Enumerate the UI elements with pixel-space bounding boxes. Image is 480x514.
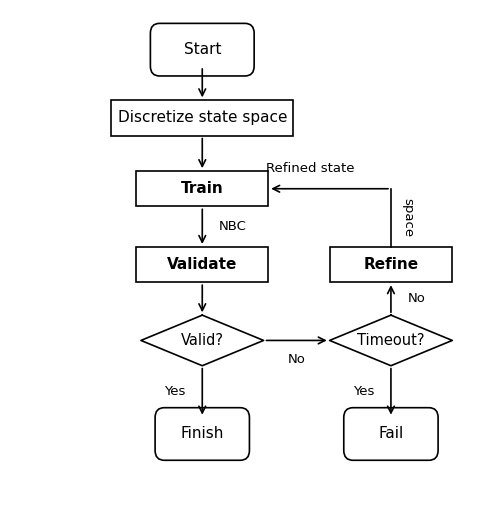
FancyBboxPatch shape	[150, 23, 254, 76]
Text: Valid?: Valid?	[181, 333, 224, 348]
Text: NBC: NBC	[219, 220, 247, 233]
Text: Timeout?: Timeout?	[357, 333, 425, 348]
Text: Yes: Yes	[164, 385, 186, 398]
Text: Start: Start	[183, 42, 221, 57]
FancyBboxPatch shape	[344, 408, 438, 460]
Text: Finish: Finish	[180, 427, 224, 442]
Bar	[330, 247, 452, 282]
Bar	[111, 100, 293, 136]
Bar	[136, 171, 268, 207]
Text: Refine: Refine	[363, 257, 419, 272]
Polygon shape	[141, 315, 264, 366]
FancyBboxPatch shape	[155, 408, 250, 460]
Text: Fail: Fail	[378, 427, 404, 442]
Text: space: space	[401, 198, 414, 237]
Text: No: No	[288, 353, 306, 366]
Polygon shape	[330, 315, 452, 366]
Text: Refined state: Refined state	[266, 161, 355, 175]
Text: Validate: Validate	[167, 257, 238, 272]
Text: Discretize state space: Discretize state space	[118, 111, 287, 125]
Text: No: No	[408, 292, 425, 305]
Bar	[136, 247, 268, 282]
Text: Yes: Yes	[353, 385, 374, 398]
Text: Train: Train	[181, 181, 224, 196]
